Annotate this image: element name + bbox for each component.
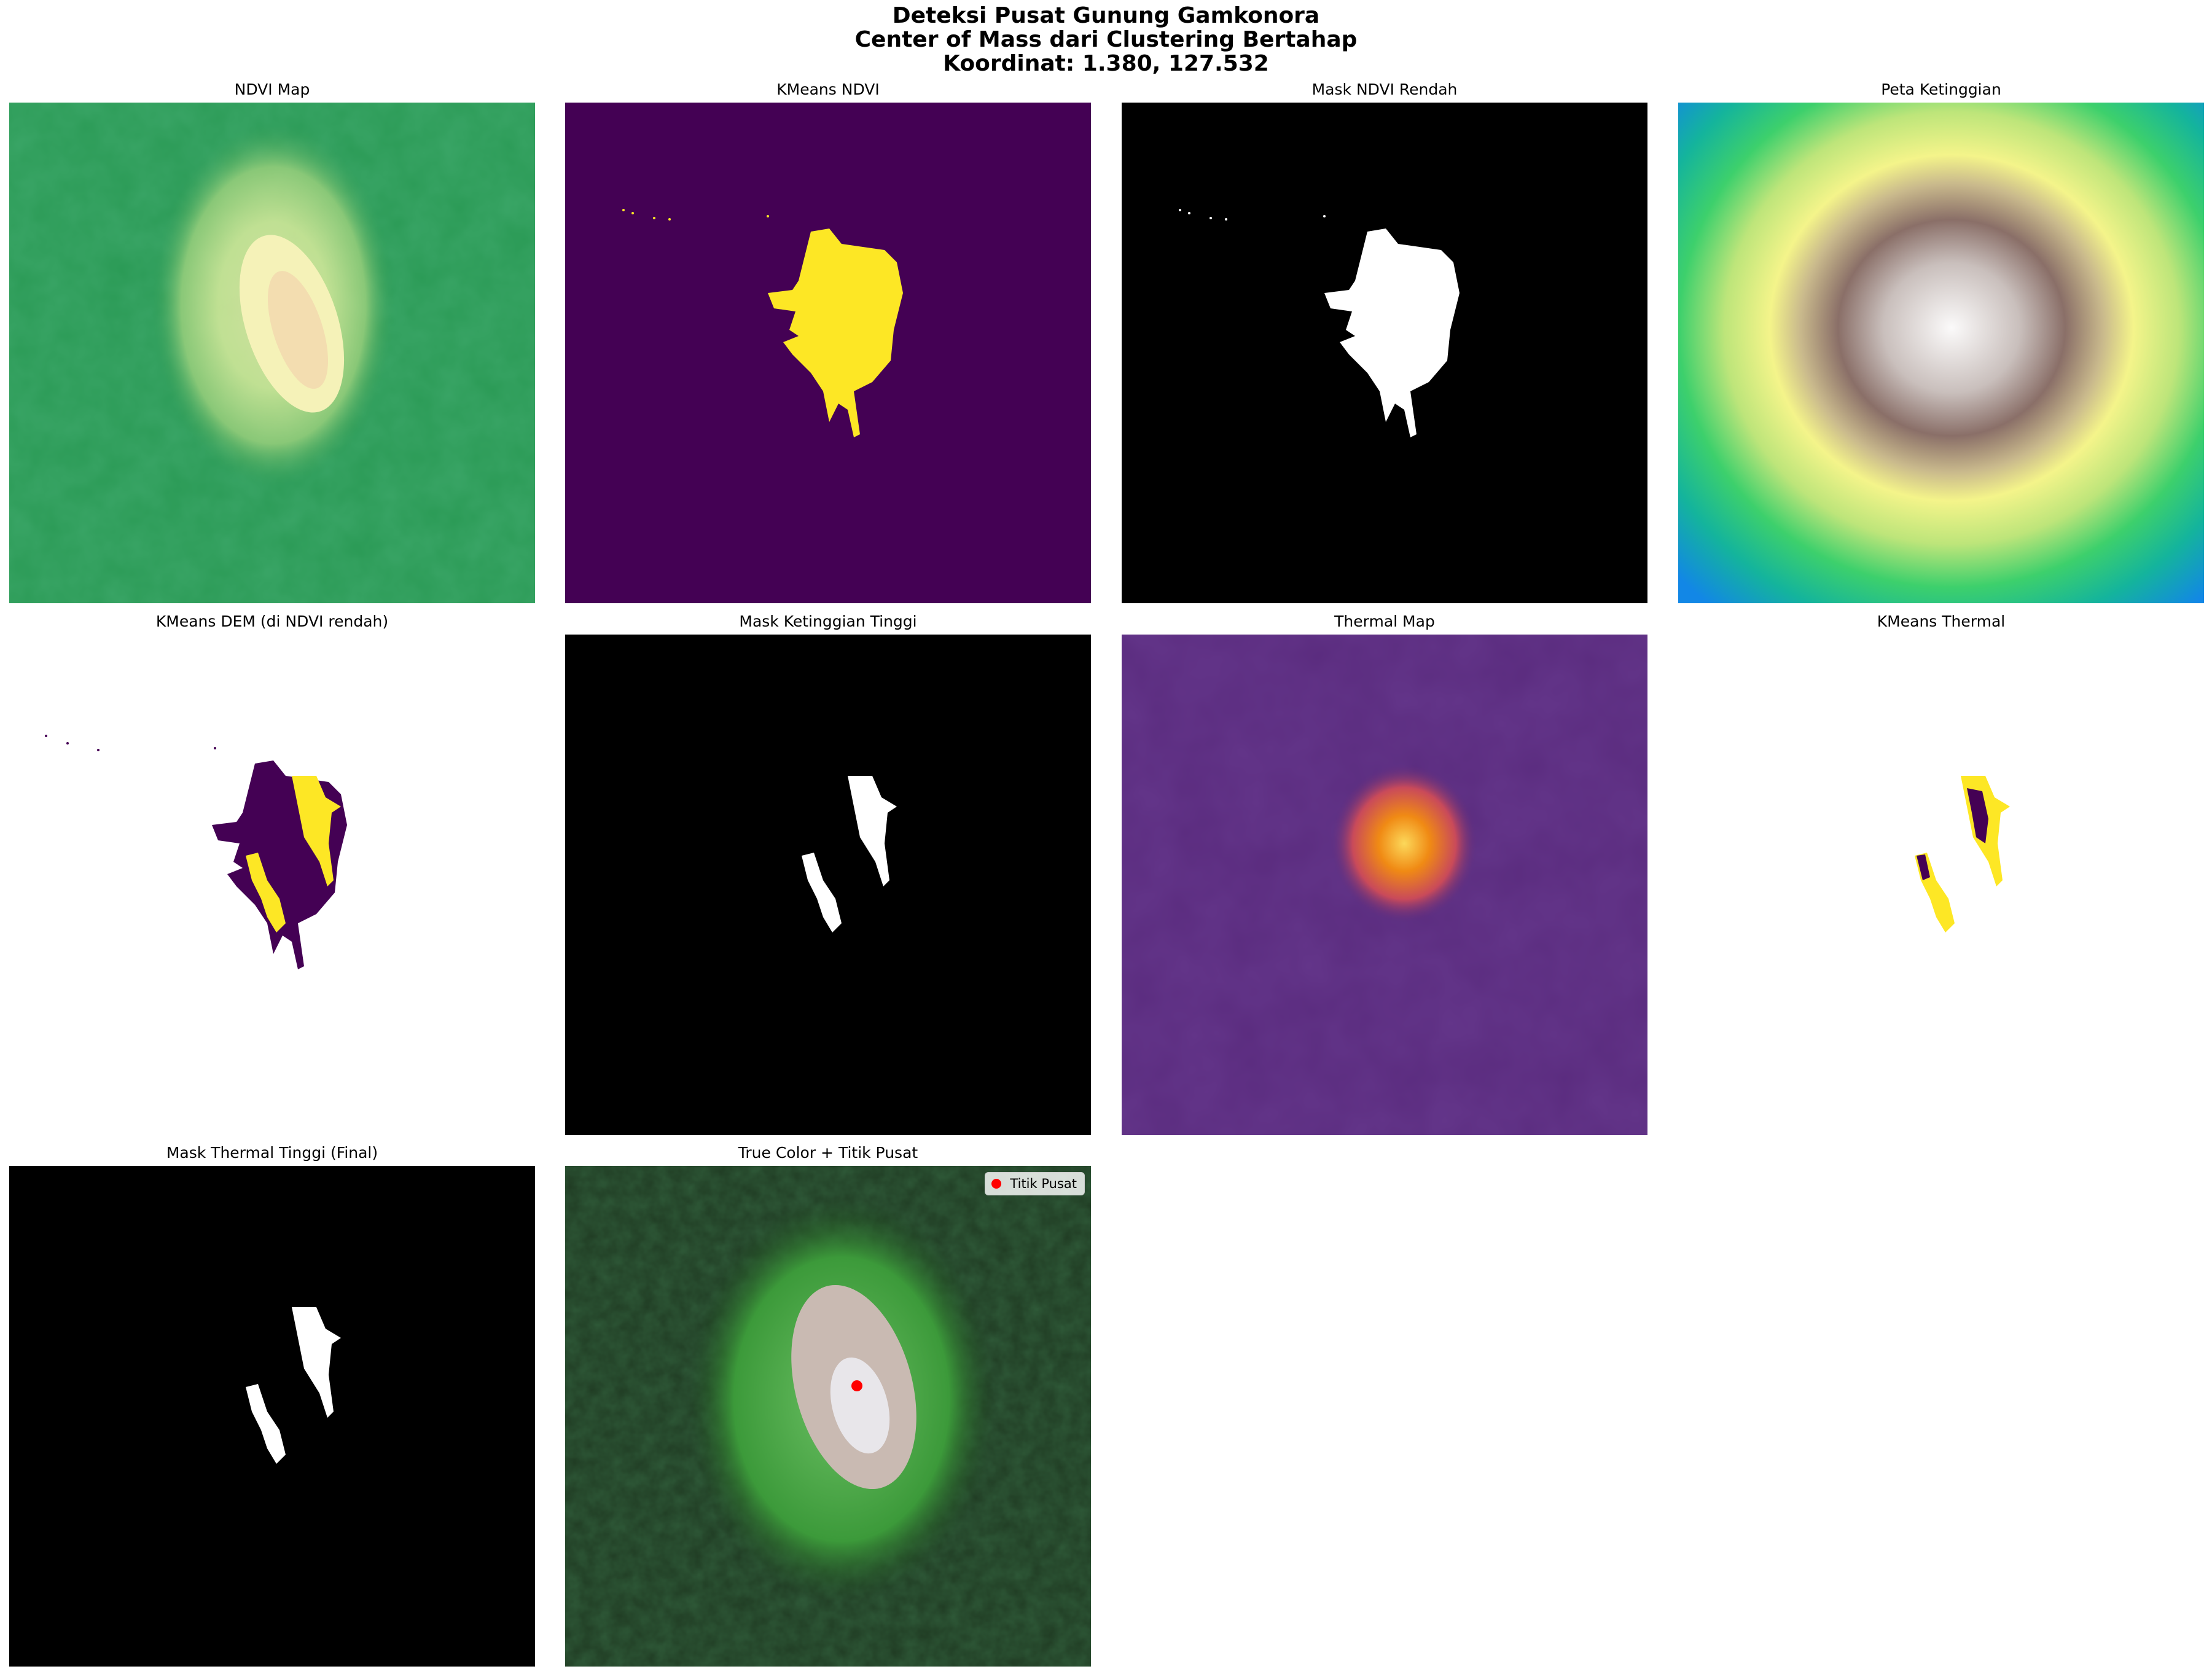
kmeans-thermal-image	[1678, 635, 2204, 1135]
mask-ndvi-rendah-title: Mask NDVI Rendah	[1311, 80, 1458, 98]
thermal-map-image	[1122, 635, 1647, 1135]
mask-ketinggian-tinggi-image	[565, 635, 1091, 1135]
thermal-map-title: Thermal Map	[1334, 612, 1435, 630]
mask-thermal-final-image	[9, 1166, 535, 1667]
red-dot-icon	[991, 1179, 1002, 1189]
legend: Titik Pusat	[985, 1172, 1085, 1195]
mask-ketinggian-tinggi-title: Mask Ketinggian Tinggi	[739, 612, 917, 630]
peta-ketinggian-image	[1678, 103, 2204, 603]
ndvi-map-title: NDVI Map	[234, 80, 310, 98]
figure-title-line-2: Center of Mass dari Clustering Bertahap	[854, 27, 1358, 52]
true-color-title: True Color + Titik Pusat	[738, 1144, 918, 1162]
mask-thermal-final-title: Mask Thermal Tinggi (Final)	[166, 1144, 378, 1162]
ndvi-map-image	[9, 103, 535, 603]
kmeans-dem-image	[9, 635, 535, 1135]
true-color-image: Titik Pusat	[565, 1166, 1091, 1667]
center-point-marker	[851, 1380, 862, 1391]
kmeans-ndvi-title: KMeans NDVI	[776, 80, 880, 98]
figure-title-line-3: Koordinat: 1.380, 127.532	[943, 51, 1269, 76]
peta-ketinggian-title: Peta Ketinggian	[1881, 80, 2001, 98]
kmeans-ndvi-image	[565, 103, 1091, 603]
kmeans-dem-title: KMeans DEM (di NDVI rendah)	[155, 612, 389, 630]
figure-title-line-1: Deteksi Pusat Gunung Gamkonora	[892, 3, 1320, 28]
kmeans-thermal-title: KMeans Thermal	[1877, 612, 2006, 630]
figure-title: Deteksi Pusat Gunung Gamkonora Center of…	[0, 4, 2212, 76]
mask-ndvi-rendah-image	[1122, 103, 1647, 603]
legend-label: Titik Pusat	[1010, 1176, 1077, 1191]
